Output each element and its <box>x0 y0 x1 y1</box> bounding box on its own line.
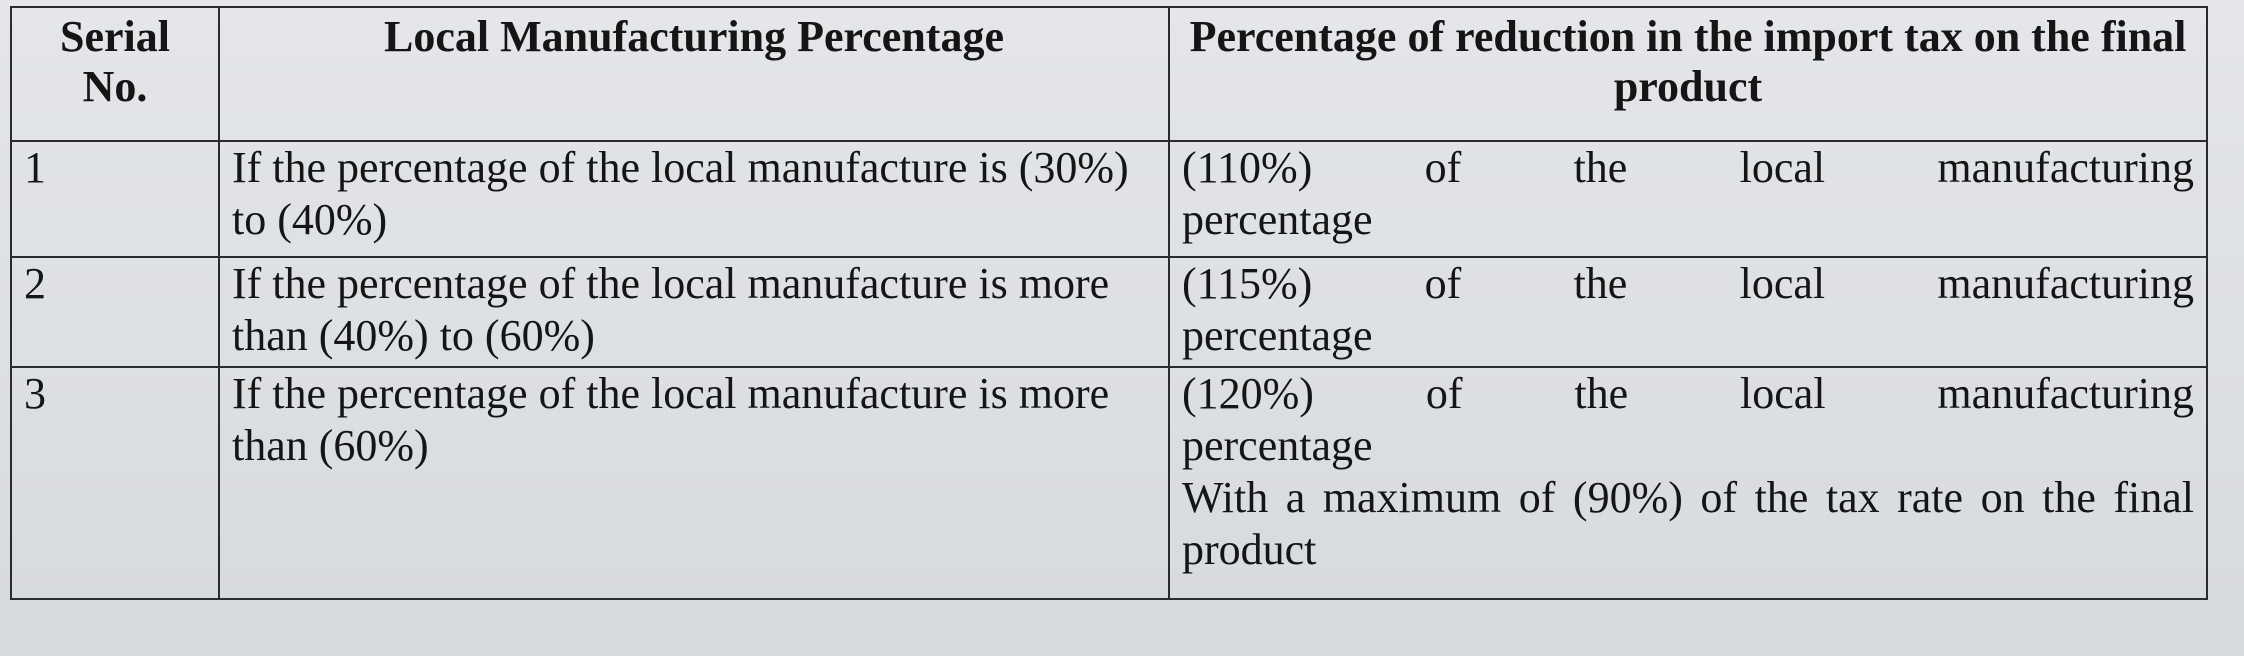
reduction-text: (115%) of the local manufacturing <box>1182 259 2194 308</box>
header-local-manufacturing-percentage: Local Manufacturing Percentage <box>218 6 1170 142</box>
tax-reduction-table: Serial No. Local Manufacturing Percentag… <box>10 6 2208 600</box>
condition-cell: If the percentage of the local manufactu… <box>218 256 1170 368</box>
reduction-text: (120%) of the local manufacturing <box>1182 369 2194 418</box>
table-row: 1 If the percentage of the local manufac… <box>10 140 2208 258</box>
condition-cell: If the percentage of the local manufactu… <box>218 140 1170 258</box>
table-header-row: Serial No. Local Manufacturing Percentag… <box>10 6 2208 142</box>
reduction-cell: (110%) of the local manufacturing percen… <box>1168 140 2208 258</box>
reduction-text-cont: percentage <box>1182 311 1373 360</box>
table-row: 2 If the percentage of the local manufac… <box>10 256 2208 368</box>
reduction-maximum-note: With a maximum of (90%) of the tax rate … <box>1182 473 2194 574</box>
serial-cell: 2 <box>10 256 220 368</box>
reduction-cell: (115%) of the local manufacturing percen… <box>1168 256 2208 368</box>
serial-cell: 1 <box>10 140 220 258</box>
header-serial-no: Serial No. <box>10 6 220 142</box>
table-row: 3 If the percentage of the local manufac… <box>10 366 2208 600</box>
serial-cell: 3 <box>10 366 220 600</box>
reduction-text-cont: percentage <box>1182 195 1373 244</box>
condition-cell: If the percentage of the local manufactu… <box>218 366 1170 600</box>
header-reduction-percentage: Percentage of reduction in the import ta… <box>1168 6 2208 142</box>
reduction-cell: (120%) of the local manufacturing percen… <box>1168 366 2208 600</box>
reduction-text-cont: percentage <box>1182 421 1373 470</box>
reduction-text: (110%) of the local manufacturing <box>1182 143 2194 192</box>
